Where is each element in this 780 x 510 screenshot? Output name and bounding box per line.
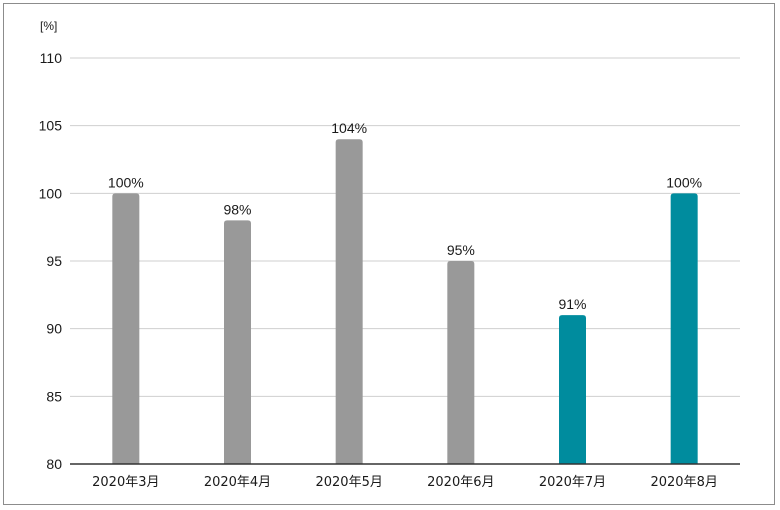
y-tick-label: 110: [40, 50, 63, 66]
bar: [224, 220, 251, 464]
x-tick-label: 2020年7月: [539, 475, 606, 490]
x-tick-label: 2020年8月: [650, 475, 717, 490]
x-tick-label: 2020年3月: [92, 475, 159, 490]
x-tick-label: 2020年6月: [427, 475, 494, 490]
y-tick-label: 80: [46, 456, 62, 472]
data-label: 95%: [447, 242, 475, 258]
bar: [559, 315, 586, 464]
y-unit-label: [%]: [40, 19, 57, 33]
bar: [447, 261, 475, 464]
x-tick-label: 2020年4月: [204, 475, 271, 490]
y-tick-label: 90: [46, 321, 62, 337]
data-label: 100%: [108, 174, 144, 190]
data-label: 91%: [558, 296, 586, 312]
data-label: 98%: [223, 201, 251, 217]
bar: [670, 193, 698, 465]
data-label: 104%: [331, 120, 367, 136]
y-tick-label: 100: [39, 185, 63, 201]
bar: [335, 139, 363, 464]
y-tick-label: 105: [39, 118, 63, 134]
x-tick-label: 2020年5月: [315, 475, 382, 490]
gridlines: [70, 57, 740, 397]
bar: [112, 193, 140, 465]
x-axis-ticks: 2020年3月 2020年4月 2020年5月 2020年6月 2020年7月 2020年…: [92, 475, 718, 490]
y-tick-label: 95: [46, 253, 62, 269]
y-tick-label: 85: [46, 388, 62, 404]
y-axis-ticks: 80 85 90 95 100 105 110: [39, 50, 63, 472]
data-label: 100%: [666, 174, 702, 190]
data-labels: 100% 98% 104% 95% 91% 100%: [108, 120, 702, 312]
bars: [112, 139, 698, 465]
